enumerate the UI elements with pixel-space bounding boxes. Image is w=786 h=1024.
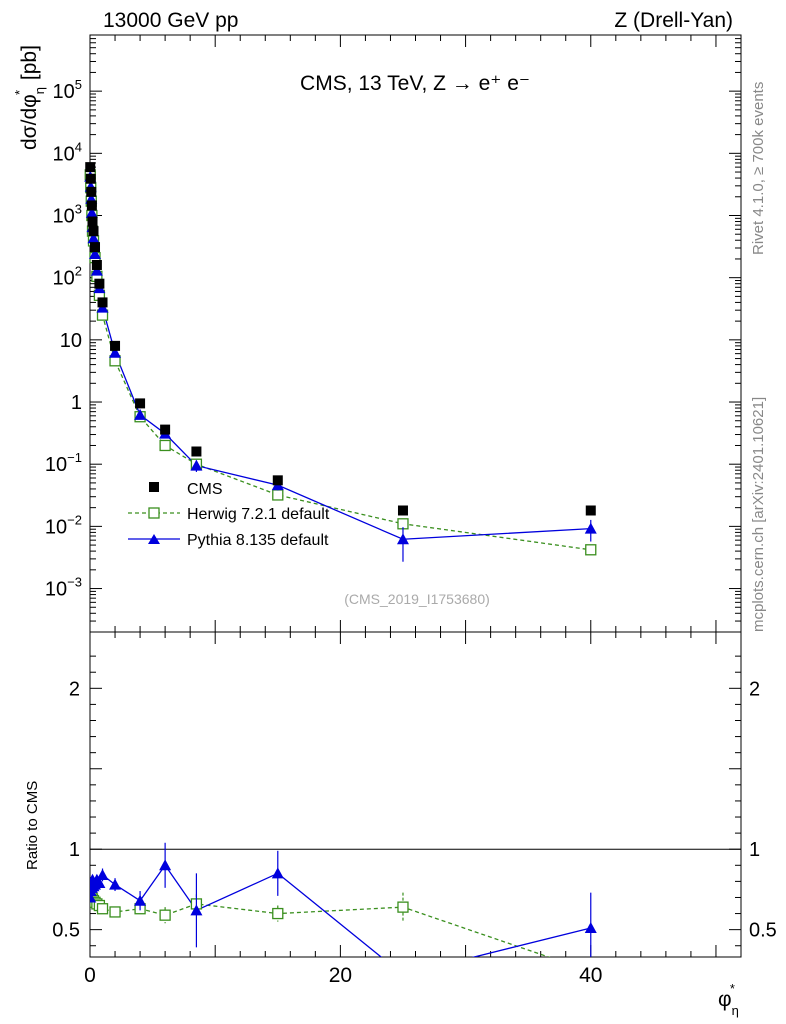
- x-tick-label: 0: [84, 964, 96, 987]
- pythia-marker: [90, 264, 103, 276]
- cms-marker: [97, 297, 108, 308]
- legend-herwig-label: Herwig 7.2.1 default: [187, 506, 330, 523]
- ratio-pythia-marker: [93, 876, 106, 888]
- pythia-marker: [190, 459, 203, 471]
- ratio-pythia-marker: [96, 868, 109, 880]
- y-axis-label: dσ/dφη* [pb]: [12, 45, 47, 150]
- chart-title: CMS, 13 TeV, Z → e⁺ e⁻: [300, 72, 530, 95]
- ratio-herwig-line: [90, 887, 551, 957]
- legend-herwig-marker: [148, 507, 160, 519]
- x-tick-label: 40: [579, 964, 602, 987]
- ratio-pythia-marker: [109, 878, 122, 890]
- y-tick-label: 1: [71, 392, 82, 414]
- cms-marker: [191, 446, 202, 457]
- ratio-pythia-marker: [271, 867, 284, 879]
- ratio-tick-label: 0.5: [52, 920, 80, 942]
- cms-marker: [87, 216, 98, 227]
- herwig-marker: [585, 544, 597, 556]
- ratio-herwig-marker: [397, 901, 409, 913]
- pythia-marker: [396, 533, 409, 545]
- herwig-line: [89, 174, 591, 551]
- ratio-series: [90, 842, 597, 980]
- y-tick-label: 10−2: [45, 512, 82, 538]
- y-tick-label: 10−3: [45, 575, 82, 601]
- svg-text:φη*: φη*: [718, 981, 739, 1018]
- cms-marker: [397, 505, 408, 516]
- svg-text:dσ/dφη* [pb]: dσ/dφη* [pb]: [12, 45, 47, 150]
- ratio-pythia-marker: [159, 859, 172, 871]
- x-axis-label: φη*: [718, 981, 739, 1018]
- cms-marker: [90, 242, 101, 253]
- ratio-tick-label: 1: [69, 839, 80, 861]
- legend-pythia-label: Pythia 8.135 default: [187, 532, 329, 549]
- cms-marker: [94, 278, 105, 289]
- pythia-marker: [134, 408, 147, 420]
- cms-marker: [88, 226, 99, 237]
- cms-marker: [160, 424, 171, 435]
- ratio-panel-frame: [89, 631, 742, 958]
- ratio-pythia-marker: [190, 904, 203, 916]
- y-tick-label: 105: [53, 77, 82, 103]
- herwig-marker: [159, 439, 171, 452]
- cms-marker: [85, 173, 96, 184]
- pythia-marker: [89, 248, 102, 260]
- ratio-pythia-marker: [397, 969, 409, 980]
- ratio-tick-label-right: 0.5: [749, 920, 777, 942]
- x-tick-label: 20: [329, 964, 352, 987]
- pythia-marker: [87, 232, 100, 244]
- pythia-marker: [85, 206, 98, 218]
- legend: CMS Herwig 7.2.1 default Pythia 8.135 de…: [128, 481, 330, 549]
- ratio-pythia-marker: [134, 894, 147, 906]
- y-tick-label: 10−1: [45, 450, 82, 476]
- cms-marker: [135, 398, 146, 409]
- rivet-label: Rivet 4.1.0, ≥ 700k events: [750, 82, 767, 255]
- mcplots-label: mcplots.cern.ch [arXiv:2401.10621]: [750, 397, 767, 632]
- y-tick-label: 103: [53, 201, 82, 227]
- legend-cms-marker: [149, 482, 159, 492]
- header-right: Z (Drell-Yan): [614, 9, 733, 32]
- ratio-herwig-marker: [272, 907, 284, 920]
- header-left: 13000 GeV pp: [103, 9, 238, 32]
- cms-marker: [86, 186, 97, 197]
- ratio-tick-label: 2: [69, 678, 80, 700]
- legend-pythia-marker: [148, 534, 160, 544]
- ratio-herwig-marker: [109, 906, 121, 918]
- legend-cms-label: CMS: [187, 481, 223, 498]
- analysis-id: (CMS_2019_I1753680): [344, 591, 490, 607]
- pythia-line: [89, 176, 591, 540]
- cms-marker: [86, 200, 97, 211]
- cms-marker: [91, 259, 102, 270]
- cms-marker: [110, 340, 121, 351]
- ratio-y-label: Ratio to CMS: [24, 781, 41, 870]
- y-tick-label: 104: [53, 139, 82, 165]
- ratio-pythia-marker: [584, 922, 597, 934]
- y-tick-label: 10: [60, 330, 82, 352]
- pythia-marker: [584, 522, 597, 534]
- pythia-marker: [109, 346, 122, 358]
- ratio-tick-label-right: 2: [749, 678, 760, 700]
- ratio-tick-label-right: 1: [749, 839, 760, 861]
- cms-marker: [585, 505, 596, 516]
- cms-marker: [85, 162, 96, 173]
- ratio-herwig-marker: [159, 909, 171, 921]
- y-tick-label: 102: [53, 264, 82, 290]
- ratio-herwig-marker: [96, 903, 109, 915]
- cms-marker: [272, 475, 283, 486]
- herwig-marker: [272, 489, 284, 501]
